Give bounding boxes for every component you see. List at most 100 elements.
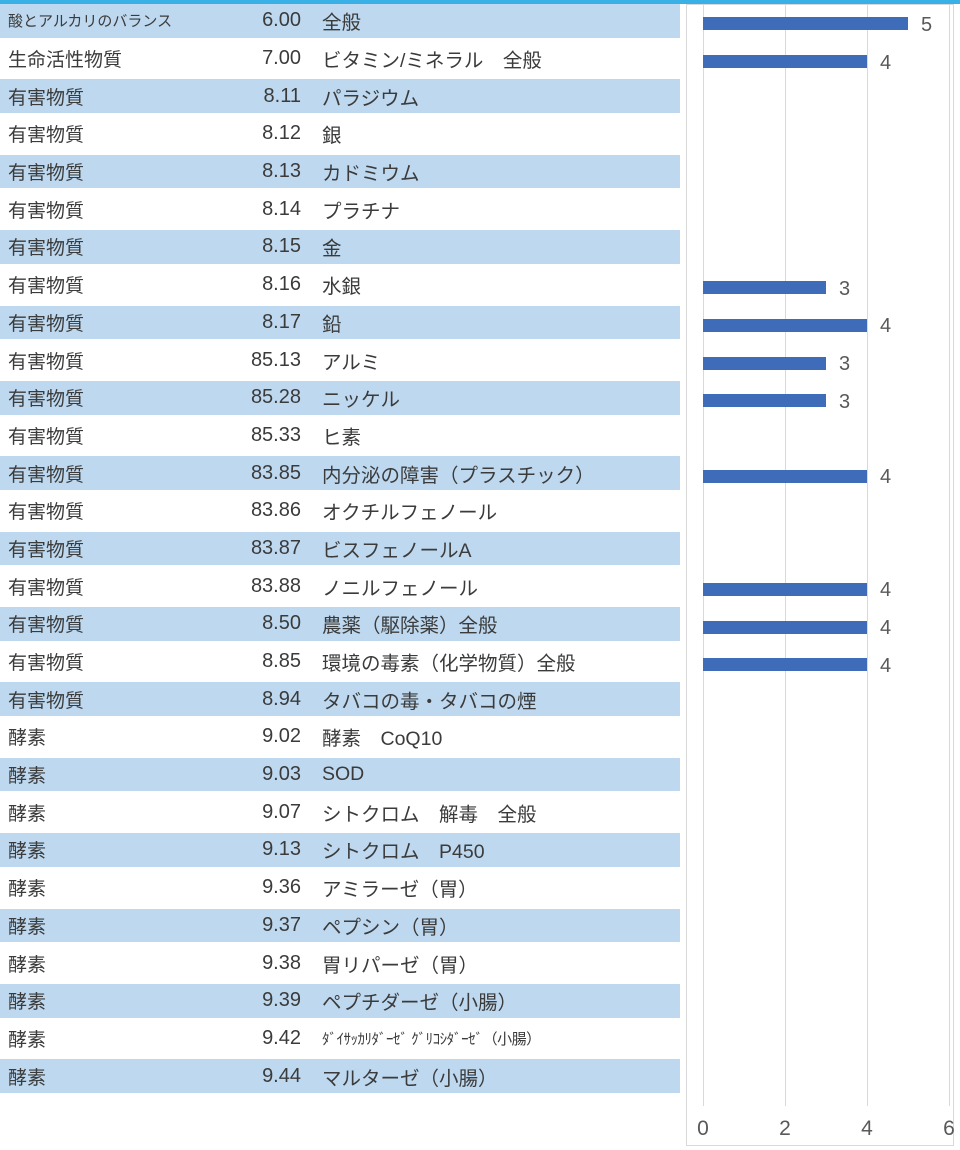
bar-value-label: 4	[880, 466, 892, 489]
table-row: 酵素 9.13 シトクロム P450	[0, 833, 680, 871]
row-category: 酵素	[8, 916, 47, 938]
row-category: 生命活性物質	[8, 50, 123, 72]
table-row: 酵素 9.37 ペプシン（胃）	[0, 908, 680, 947]
row-category: 有害物質	[8, 653, 85, 675]
bar-chart: 0 2 4 6 5 4 3 4 3 3 4 4 4 4	[686, 4, 955, 1146]
table-row: 有害物質 83.86 オクチルフェノール	[0, 494, 680, 532]
table-row: 酵素 9.38 胃リパーゼ（胃）	[0, 946, 680, 984]
row-code: 85.13	[250, 348, 301, 371]
x-axis-tick-label: 0	[697, 1117, 709, 1140]
bar-value-label: 4	[880, 51, 892, 74]
table-row: 酵素 9.36 アミラーゼ（胃）	[0, 871, 680, 909]
table-row: 酵素 9.42 ﾀﾞｲｻｯｶﾘﾀﾞｰｾﾞ ｸﾞﾘｺｼﾀﾞｰｾﾞ（小腸）	[0, 1022, 680, 1060]
table-row: 有害物質 8.17 鉛	[0, 305, 680, 344]
row-code: 83.87	[250, 536, 301, 559]
row-category: 有害物質	[8, 125, 85, 147]
table-row: 酵素 9.02 酵素 CoQ10	[0, 720, 680, 758]
bar-value-label: 4	[880, 315, 892, 338]
row-code: 8.13	[262, 160, 301, 183]
row-category: 酵素	[8, 841, 47, 863]
row-item: タバコの毒・タバコの煙	[322, 690, 537, 713]
bar-value-label: 4	[880, 579, 892, 602]
row-item: SOD	[322, 763, 365, 786]
table-row: 有害物質 83.85 内分泌の障害（プラスチック）	[0, 456, 680, 494]
row-item: アルミ	[322, 351, 381, 374]
row-item: 鉛	[322, 313, 342, 336]
row-item: ヒ素	[322, 426, 362, 449]
row-item: パラジウム	[322, 87, 420, 110]
row-item: ニッケル	[322, 389, 401, 412]
table-row: 酸とアルカリのバランス 6.00 全般	[0, 4, 680, 42]
row-code: 85.33	[250, 423, 301, 446]
table-row: 有害物質 8.12 銀	[0, 117, 680, 155]
bar	[703, 356, 826, 370]
row-item: 内分泌の障害（プラスチック）	[322, 464, 595, 487]
row-code: 9.36	[262, 876, 301, 899]
table-row: 酵素 9.44 マルターゼ（小腸）	[0, 1059, 680, 1097]
row-item: 全般	[322, 12, 362, 35]
row-category: 有害物質	[8, 615, 85, 637]
row-category: 有害物質	[8, 87, 85, 109]
results-table: 酸とアルカリのバランス 6.00 全般 生命活性物質 7.00 ビタミン/ミネラ…	[0, 4, 680, 1097]
row-item: ビスフェノールA	[322, 539, 472, 562]
row-category: 有害物質	[8, 313, 85, 335]
row-code: 9.44	[262, 1064, 301, 1087]
row-category: 酵素	[8, 992, 47, 1014]
table-row: 有害物質 8.14 プラチナ	[0, 192, 680, 231]
bar-value-label: 5	[921, 13, 933, 36]
bar	[703, 318, 867, 332]
row-category: 有害物質	[8, 464, 85, 486]
row-category: 有害物質	[8, 690, 85, 712]
row-category: 酵素	[8, 1029, 47, 1051]
bar	[703, 394, 826, 408]
row-item: オクチルフェノール	[322, 502, 498, 525]
row-item: シトクロム 解毒 全般	[322, 803, 537, 826]
table-row: 有害物質 85.33 ヒ素	[0, 419, 680, 457]
table-row: 有害物質 8.50 農薬（駆除薬）全般	[0, 607, 680, 645]
row-code: 8.16	[262, 273, 301, 296]
row-category: 有害物質	[8, 351, 85, 373]
table-row: 有害物質 8.94 タバコの毒・タバコの煙	[0, 682, 680, 721]
bar-value-label: 4	[880, 654, 892, 677]
x-axis-tick-label: 6	[943, 1117, 955, 1140]
row-item: ﾀﾞｲｻｯｶﾘﾀﾞｰｾﾞ ｸﾞﾘｺｼﾀﾞｰｾﾞ（小腸）	[322, 1030, 541, 1048]
row-item: カドミウム	[322, 163, 420, 186]
table-row: 有害物質 8.15 金	[0, 230, 680, 268]
table-row: 有害物質 8.16 水銀	[0, 268, 680, 306]
row-category: 有害物質	[8, 163, 85, 185]
gridline	[867, 5, 868, 1106]
table-row: 有害物質 8.85 環境の毒素（化学物質）全般	[0, 645, 680, 683]
table-row: 有害物質 8.11 パラジウム	[0, 79, 680, 118]
row-item: ペプチダーゼ（小腸）	[322, 992, 518, 1015]
row-category: 酵素	[8, 766, 47, 788]
table-row: 有害物質 8.13 カドミウム	[0, 154, 680, 193]
bar	[703, 658, 867, 672]
x-axis-tick-label: 2	[779, 1117, 791, 1140]
row-category: 有害物質	[8, 389, 85, 411]
bar-value-label: 3	[839, 277, 851, 300]
bar-value-label: 3	[839, 390, 851, 413]
row-item: マルターゼ（小腸）	[322, 1067, 498, 1090]
row-item: 水銀	[322, 276, 362, 299]
row-item: シトクロム P450	[322, 841, 485, 864]
bar-value-label: 3	[839, 353, 851, 376]
row-code: 8.15	[262, 235, 301, 258]
table-row: 有害物質 85.28 ニッケル	[0, 380, 680, 419]
table-row: 有害物質 83.87 ビスフェノールA	[0, 531, 680, 570]
row-code: 8.94	[262, 687, 301, 710]
gridline	[949, 5, 950, 1106]
bar	[703, 281, 826, 295]
row-category: 有害物質	[8, 238, 85, 260]
gridline	[703, 5, 704, 1106]
row-category: 有害物質	[8, 276, 85, 298]
row-item: ノニルフェノール	[322, 577, 479, 600]
row-category: 有害物質	[8, 577, 85, 599]
row-item: 銀	[322, 125, 342, 148]
row-code: 9.07	[262, 800, 301, 823]
row-code: 9.42	[262, 1026, 301, 1049]
bar-value-label: 4	[880, 617, 892, 640]
row-item: アミラーゼ（胃）	[322, 879, 478, 902]
row-category: 酵素	[8, 803, 47, 825]
row-item: 農薬（駆除薬）全般	[322, 615, 498, 638]
table-row: 酵素 9.03 SOD	[0, 757, 680, 796]
